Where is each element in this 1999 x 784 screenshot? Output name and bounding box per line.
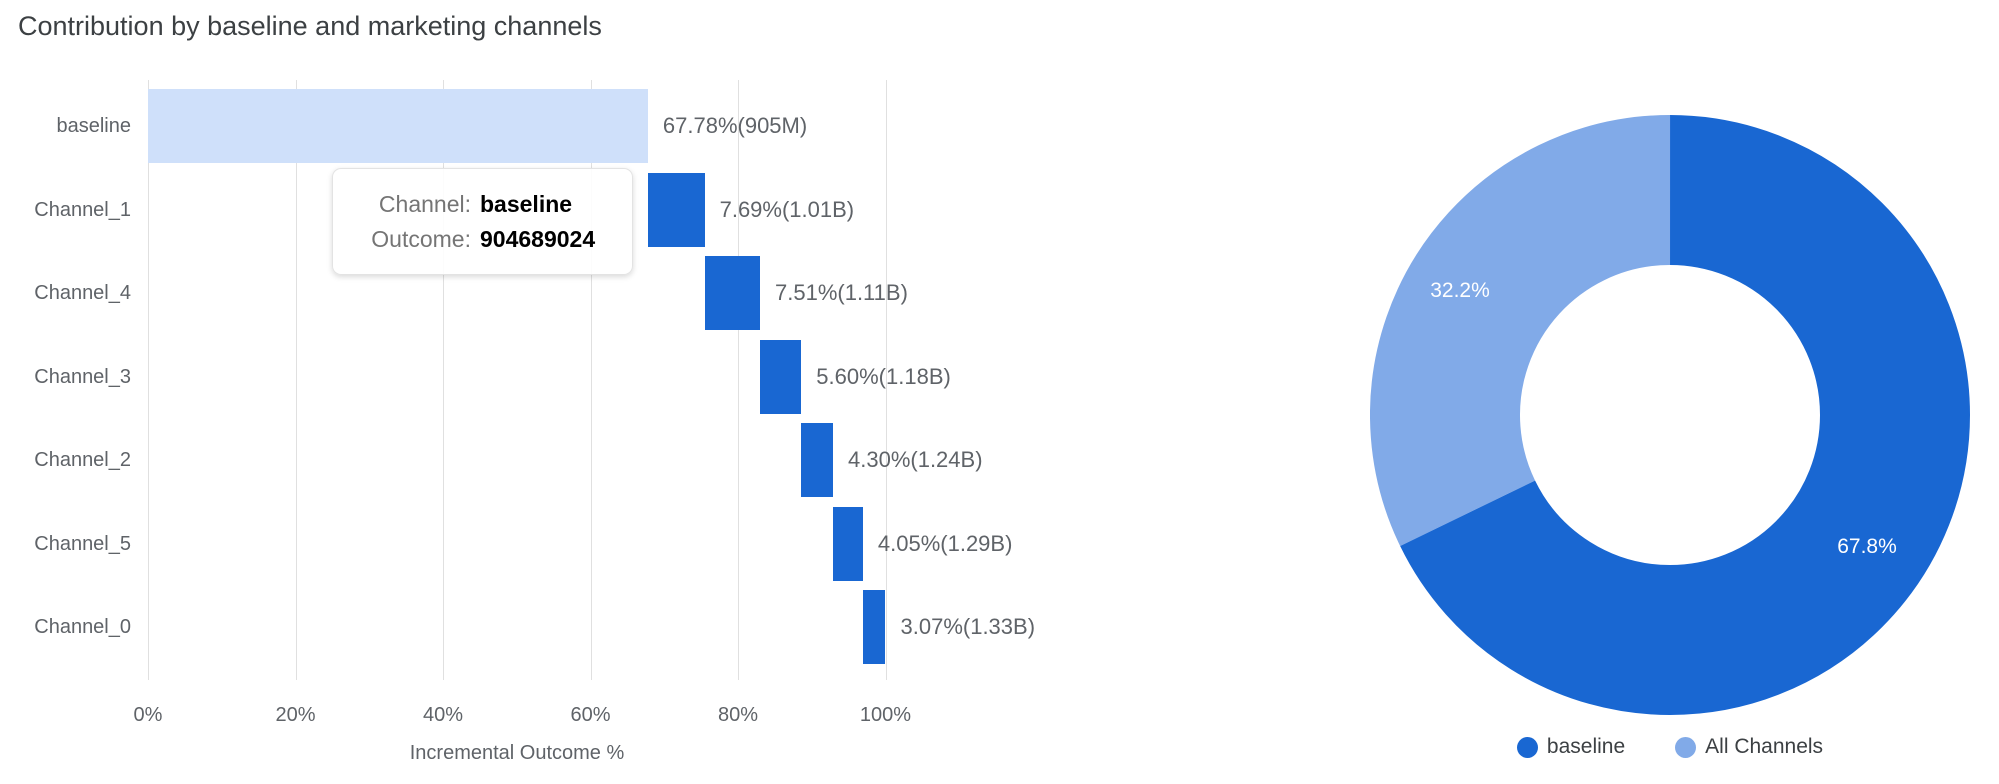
legend-item-baseline[interactable]: baseline	[1516, 735, 1626, 759]
y-axis-category-label: Channel_3	[34, 365, 131, 388]
x-axis-tick-label: 60%	[570, 704, 611, 726]
gridline	[295, 80, 297, 680]
x-axis-title: Incremental Outcome %	[409, 742, 625, 764]
tooltip-row: Outcome: 904689024	[345, 223, 620, 255]
y-axis-category-label: baseline	[56, 115, 131, 137]
y-axis-category-label: Channel_2	[34, 449, 131, 471]
bar-value-label: 4.30%(1.24B)	[848, 447, 983, 472]
bar-value-label: 67.78%(905M)	[662, 113, 808, 138]
y-axis-category-label: Channel_5	[34, 532, 131, 555]
waterfall-bar[interactable]	[647, 172, 705, 247]
bar-value-label: 4.05%(1.29B)	[877, 530, 1013, 556]
donut-slice-all-channels[interactable]	[1370, 115, 1970, 715]
x-axis-tick-label: 80%	[717, 704, 759, 726]
x-axis-tick-label: 100%	[859, 704, 912, 726]
donut-slice-label: 67.8%	[1837, 535, 1897, 558]
chart-title: Contribution by baseline and marketing c…	[18, 11, 602, 41]
tooltip-field-label: Channel:	[378, 191, 471, 217]
donut-svg	[1370, 115, 1970, 715]
waterfall-bar[interactable]	[759, 339, 802, 414]
tooltip-field-label: Outcome:	[371, 226, 471, 252]
bar-value-label: 5.60%(1.18B)	[816, 363, 951, 389]
waterfall-bar[interactable]	[832, 506, 863, 581]
bar-value-label: 7.69%(1.01B)	[719, 196, 855, 222]
gridline	[738, 80, 739, 680]
gridline	[443, 80, 444, 680]
legend-label: All Channels	[1705, 735, 1824, 758]
legend-dot-icon	[1516, 736, 1538, 758]
gridline	[885, 80, 887, 680]
tooltip-row: Channel: baseline	[345, 188, 620, 220]
bar-value-label: 3.07%(1.33B)	[900, 614, 1036, 639]
tooltip-field-value: 904689024	[480, 226, 596, 252]
waterfall-bar[interactable]	[862, 590, 886, 664]
x-axis-tick-label: 0%	[133, 704, 163, 726]
x-axis-tick-label: 20%	[275, 704, 316, 726]
legend-label: baseline	[1546, 735, 1626, 758]
waterfall-bar[interactable]	[704, 256, 760, 330]
y-axis-category-label: Channel_4	[34, 282, 131, 304]
waterfall-bar[interactable]	[801, 423, 833, 497]
gridline	[148, 80, 149, 680]
donut-legend: baseline All Channels	[1370, 735, 1970, 759]
y-axis-category-label: Channel_1	[34, 198, 131, 221]
donut-slice-label: 32.2%	[1430, 279, 1490, 302]
tooltip-field-value: baseline	[480, 191, 573, 217]
legend-dot-icon	[1675, 736, 1697, 758]
tooltip: Channel: baseline Outcome: 904689024	[332, 168, 633, 275]
donut-chart: 67.8% 32.2%	[1370, 115, 1970, 715]
y-axis-category-label: Channel_0	[34, 616, 131, 638]
waterfall-bar[interactable]	[148, 89, 648, 163]
waterfall-plot: 0% 20% 40% 60% 80% 100% baseline 67.78%(905M) Ch…	[34, 80, 1035, 726]
x-axis-tick-label: 40%	[422, 704, 464, 726]
legend-item-all-channels[interactable]: All Channels	[1675, 735, 1823, 759]
bar-value-label: 7.51%(1.11B)	[775, 280, 908, 305]
gridline	[590, 80, 592, 680]
